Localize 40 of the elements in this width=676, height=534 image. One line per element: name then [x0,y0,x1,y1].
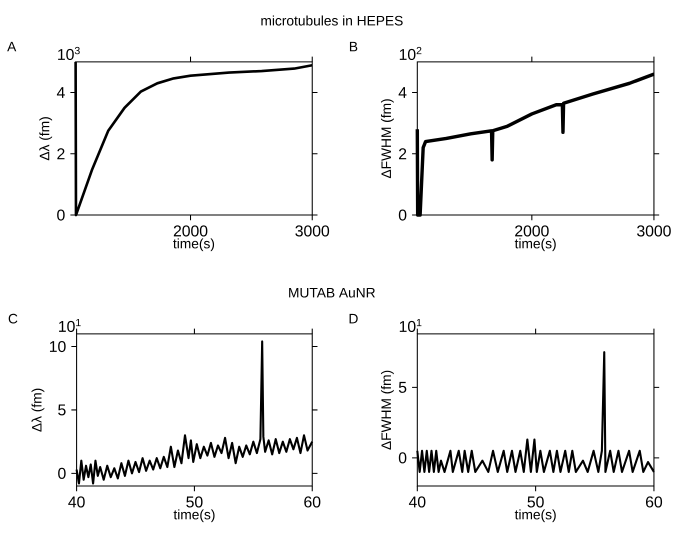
text: 10$^{2}$ [400,46,422,60]
x-axis-title: time(s) [173,238,214,252]
y-tick-label: 2 [399,148,406,160]
text: 10$^{1}$ [400,318,422,332]
text: B [350,42,358,52]
x-tick-label: 2000 [515,225,549,236]
y-axis-title: Δλ (fm) [32,388,44,432]
y-tick-label: 0 [398,209,406,221]
text: C [8,314,18,324]
x-tick-label: 50 [186,496,203,508]
y-tick-label: 4 [56,87,65,98]
text: 10$^{1}$ [59,318,81,332]
text: 10$^{3}$ [58,46,80,60]
y-axis-title: ΔFWHM (fm) [380,99,394,178]
y-tick-label: 5 [58,404,66,416]
x-tick-label: 3000 [295,225,330,236]
x-axis-title: time(s) [174,509,215,522]
x-tick-label: 40 [68,496,85,508]
text: A [7,42,16,52]
y-tick-label: 0 [398,452,406,464]
y-axis-title: ΔFWHM (fm) [380,370,394,450]
chart-title: microtubules in HEPES [261,15,403,26]
x-tick-label: 40 [408,496,426,508]
x-tick-label: 60 [304,496,320,508]
x-tick-label: 60 [646,496,662,508]
y-tick-label: 5 [398,382,406,393]
y-tick-label: 0 [57,209,65,221]
y-tick-label: 0 [58,468,66,479]
x-axis-title: time(s) [514,238,556,252]
text: D [350,314,358,324]
y-tick-label: 2 [57,148,64,160]
y-tick-label: 4 [398,87,406,98]
chart-title: MUTAB AuNR [289,288,375,298]
x-tick-label: 3000 [637,225,671,236]
x-axis-title: time(s) [514,509,556,522]
y-axis-title: Δλ (fm) [39,117,52,160]
y-tick-label: 10 [50,340,66,352]
x-tick-label: 50 [528,496,544,508]
x-tick-label: 2000 [174,225,208,236]
line-series [74,60,314,216]
